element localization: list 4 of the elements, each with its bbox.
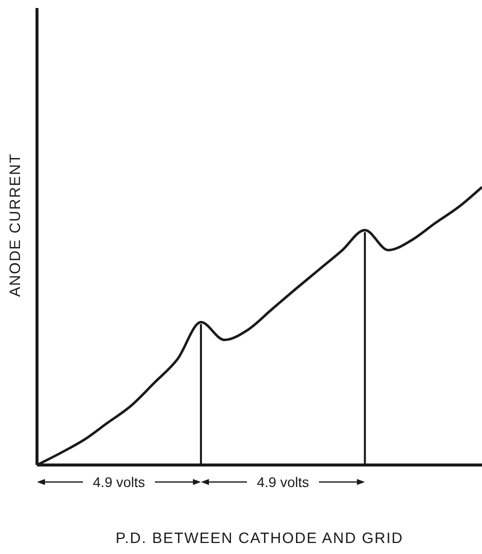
text: 4.9 volts: [256, 474, 309, 490]
x-axis-title: P.D. BETWEEN CATHODE AND GRID: [116, 530, 404, 547]
text: 4.9 volts: [92, 474, 146, 490]
y-axis-title: ANODE CURRENT: [7, 153, 24, 297]
